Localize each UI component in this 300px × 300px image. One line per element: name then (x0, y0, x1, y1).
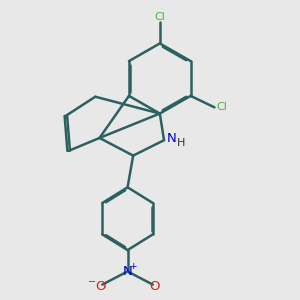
Text: Cl: Cl (216, 102, 227, 112)
Text: O: O (149, 280, 160, 292)
Text: H: H (177, 138, 185, 148)
Text: N: N (123, 265, 132, 278)
Text: N: N (167, 132, 177, 145)
Text: Cl: Cl (154, 12, 165, 22)
Text: +: + (129, 262, 137, 271)
Text: −: − (88, 277, 97, 287)
Text: O: O (96, 280, 106, 292)
